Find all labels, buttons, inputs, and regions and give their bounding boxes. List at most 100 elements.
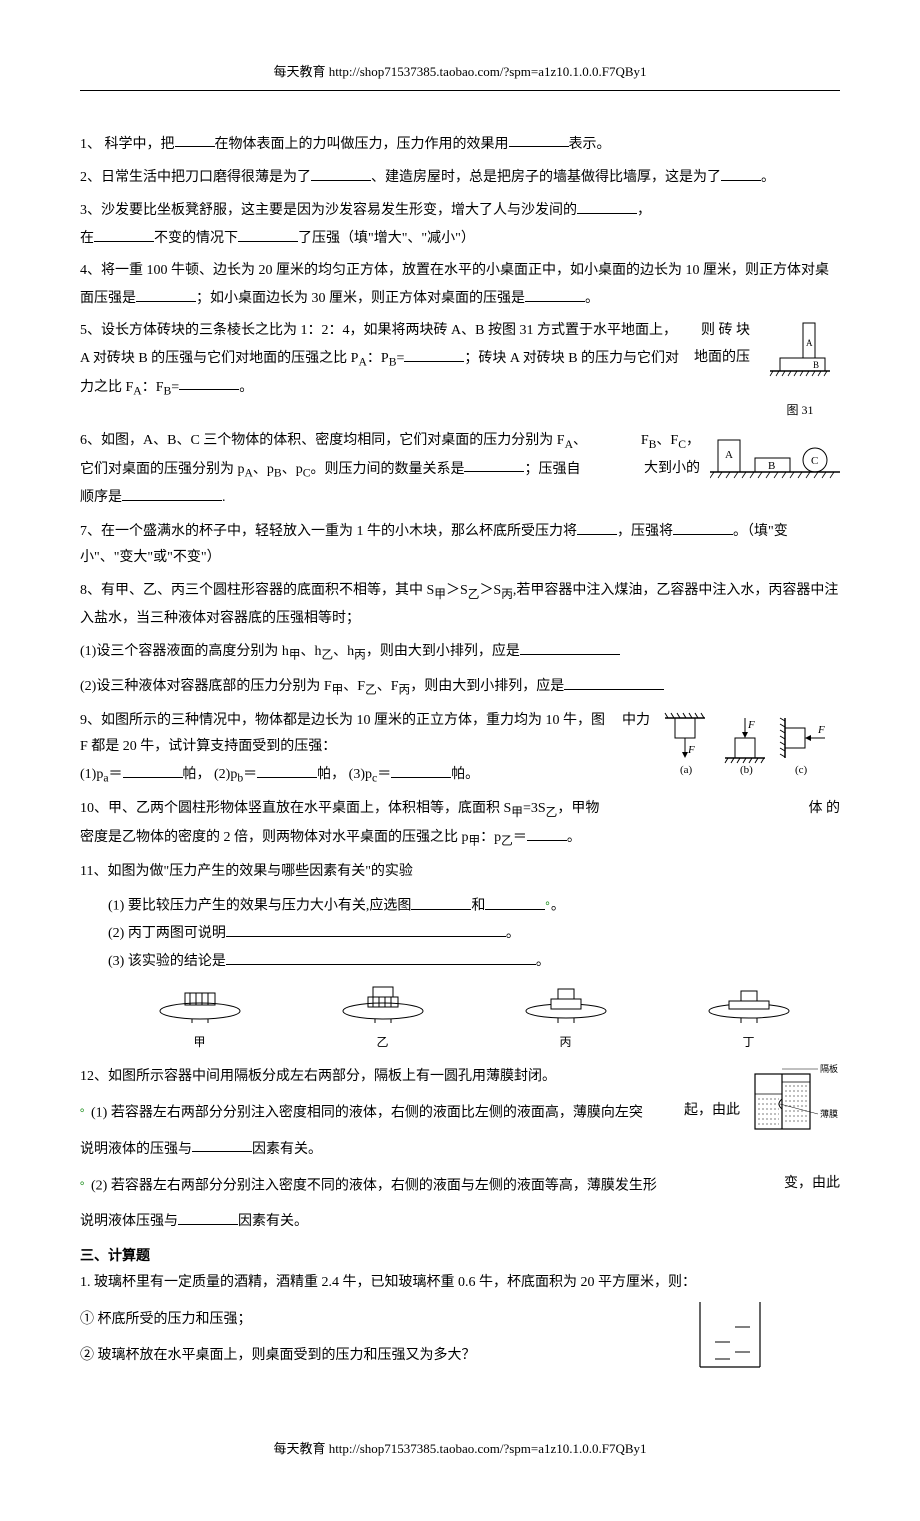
sub: 乙 [546,806,558,819]
q10: 10、甲、乙两个圆柱形物体竖直放在水平桌面上，体积相等，底面积 S甲=3S乙，甲… [80,796,840,853]
blank [136,285,196,302]
q12-1-text2: 说明液体的压强与 [80,1141,192,1156]
q9-tail: 中力 [622,708,650,735]
q9-text: 9、如图所示的三种情况中，物体都是边长为 10 厘米的正立方体，重力均为 10 … [80,713,605,728]
figure-force: F F F (a) (b) (c) [660,708,840,789]
q5-text9: 。 [239,379,253,394]
q4: 4、将一重 100 牛顿、边长为 20 厘米的均匀正方体，放置在水平的小桌面正中… [80,258,840,312]
footer-text: 每天教育 http://shop71537385.taobao.com/?spm… [273,1441,646,1456]
q10-tail: 体 的 [809,796,841,823]
calc1-text: 1. 玻璃杯里有一定质量的酒精，酒精重 2.4 牛，已知玻璃杯重 0.6 牛，杯… [80,1275,696,1290]
page-footer: 每天教育 http://shop71537385.taobao.com/?spm… [80,1437,840,1462]
q6-tail: 大到小的 [644,456,700,483]
fig-label: 丁 [699,1031,799,1054]
marker: 。 [80,1102,91,1114]
q8-1-text4: ，则由大到小排列，应是 [366,644,520,659]
q12-2-tail: 变，由此 [784,1171,840,1198]
sub: 乙 [468,588,480,601]
blank [179,374,239,391]
q8-1: (1)设三个容器液面的高度分别为 h甲、h乙、h丙，则由大到小排列，应是 [80,638,840,667]
svg-text:B: B [813,360,819,370]
blank [464,456,524,473]
q5-text5: ；砖块 A 对砖块 B 的压力与它们对 [464,351,679,366]
q2-text2: 、建造房屋时，总是把房子的墙基做得比墙厚，这是为了 [371,170,721,185]
section-3-title: 三、计算题 [80,1244,840,1271]
q1-text2: 在物体表面上的力叫做压力，压力作用的效果用 [215,136,509,151]
q12-1-text3: 因素有关。 [252,1141,322,1156]
q10-text5: ：p [480,830,501,845]
q3-text2: ， [637,203,651,218]
svg-text:A: A [725,449,733,461]
q5-text2: A 对砖块 B 的压强与它们对地面的压强之比 P [80,351,358,366]
svg-text:F: F [747,719,755,731]
blank [122,484,222,501]
q11-1-text3: 。 [551,899,565,914]
svg-text:F: F [687,744,695,756]
sub: A [245,466,253,479]
blank [673,518,733,535]
q6-text: 6、如图，A、B、C 三个物体的体积、密度均相同，它们对桌面的压力分别为 F [80,433,565,448]
q7-text2: ，压强将 [617,524,673,539]
marker: 。 [80,1175,91,1187]
q8-text2: ＞S [446,583,468,598]
sub: A [565,437,573,450]
q9: F F F (a) (b) (c) 9、如图所示的三种情况中， [80,708,840,790]
q8-1-text3: 、h [333,644,354,659]
fig-label: 乙 [333,1031,433,1054]
q6-text9: . [222,490,226,505]
sub: A [358,355,366,368]
svg-text:隔板: 隔板 [820,1064,838,1074]
q9-1-text6: ＝ [377,767,391,782]
q5-text3: ：P [367,351,389,366]
q10-text2: =3S [523,801,546,816]
q7: 7、在一个盛满水的杯子中，轻轻放入一重为 1 牛的小木块，那么杯底所受压力将，压… [80,518,840,572]
q9-1-text5: 帕， (3)p [317,767,372,782]
blank [485,893,545,910]
q9-text2: F 都是 20 牛，试计算支持面受到的压强： [80,739,336,754]
q5-tail: 则 砖 块 [701,318,750,345]
q8-2-text: (2)设三种液体对容器底部的压力分别为 F [80,679,332,694]
sub: 丙 [501,588,513,601]
q3: 3、沙发要比坐板凳舒服，这主要是因为沙发容易发生形变，增大了人与沙发间的， 在不… [80,197,840,252]
blank [175,131,215,148]
q8-2-text3: 、F [377,679,399,694]
sub: 甲 [511,806,523,819]
blank [123,761,183,778]
q11: 11、如图为做"压力产生的效果与哪些因素有关"的实验 [80,859,840,886]
header-text: 每天教育 http://shop71537385.taobao.com/?spm… [273,64,646,79]
q6-text6: 。则压力间的数量关系是 [310,461,464,476]
tail: ， [686,433,700,448]
q11-3-text: (3) 该实验的结论是 [108,954,226,969]
blank [577,197,637,214]
q5-text: 5、设长方体砖块的三条棱长之比为 1：2：4，如果将两块砖 A、B 按图 31 … [80,323,677,338]
q11-text: 11、如图为做"压力产生的效果与哪些因素有关"的实验 [80,864,413,879]
blank [192,1136,252,1153]
figure-abc: A B C [710,428,840,499]
sub: C [678,437,686,450]
sub: B [274,466,282,479]
sub: 甲 [332,684,344,697]
fig31-label: 图 31 [760,399,840,422]
q11-2: (2) 丙丁两图可说明。 [80,920,840,947]
q6-text7: ；压强自 [524,461,580,476]
q5-tail2: 地面的压 [694,345,750,372]
svg-text:(b): (b) [740,764,753,776]
blank [94,225,154,242]
q4-text3: 。 [585,291,599,306]
blank [238,225,298,242]
q12-1-tail: 起，由此 [684,1098,740,1125]
q10-text: 10、甲、乙两个圆柱形物体竖直放在水平桌面上，体积相等，底面积 S [80,801,511,816]
sub: 甲 [469,834,481,847]
svg-text:F: F [817,724,825,736]
figure-membrane: 隔板 薄膜 [750,1064,840,1146]
svg-text:B: B [768,460,775,472]
blank [404,345,464,362]
q2-text3: 。 [761,170,775,185]
q11-1-text2: 和 [471,899,485,914]
q8-2-text2: 、F [343,679,365,694]
fig-label: 甲 [150,1031,250,1054]
q11-3: (3) 该实验的结论是。 [80,948,840,975]
q5-text4: = [396,351,404,366]
q8-2: (2)设三种液体对容器底部的压力分别为 F甲、F乙、F丙，则由大到小排列，应是 [80,673,840,702]
q10-text6: ＝ [513,830,527,845]
